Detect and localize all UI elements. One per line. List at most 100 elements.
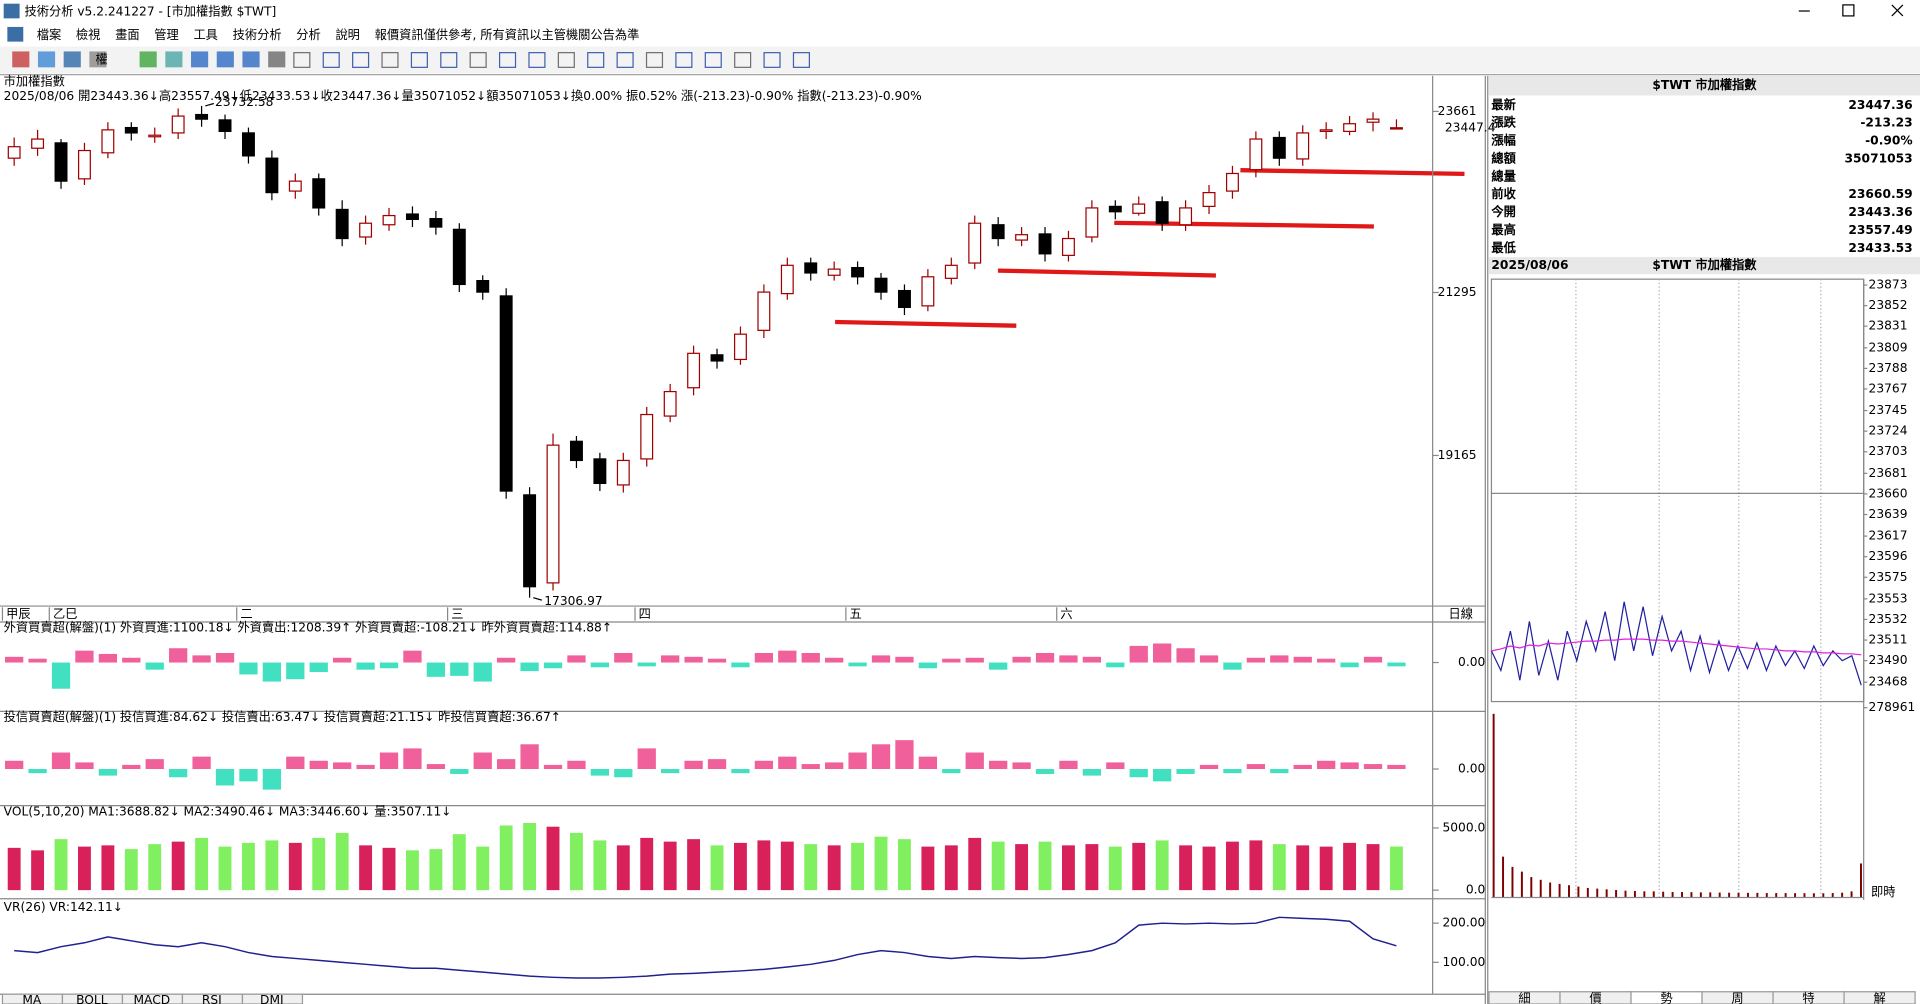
menu-item[interactable]: 管理: [154, 27, 178, 42]
bar: [51, 752, 71, 770]
disclaimer: 報價資訊僅供參考, 所有資訊以主管機關公告為準: [375, 27, 640, 42]
menu-item[interactable]: 分析: [296, 28, 320, 42]
toolbar-button[interactable]: [528, 52, 546, 68]
high-label: 23732.58: [215, 95, 273, 109]
toolbar-button[interactable]: [587, 52, 605, 68]
candle-body: [1085, 207, 1099, 238]
menu-item[interactable]: 檢視: [76, 27, 100, 42]
bar: [145, 662, 164, 670]
toolbar-button[interactable]: [763, 52, 781, 68]
candle-body: [687, 352, 701, 389]
candle-body: [288, 180, 302, 192]
toolbar-button[interactable]: [12, 51, 30, 68]
toolbar-button[interactable]: [191, 51, 209, 68]
legend-entry: VR:142.11↓: [49, 900, 123, 914]
volume-bar: [710, 845, 724, 891]
bar: [1293, 656, 1312, 663]
menu-item[interactable]: 說明: [335, 27, 359, 42]
quote-label: 總額: [1491, 150, 1516, 165]
drawn-trend-line[interactable]: [835, 168, 1465, 328]
toolbar-button[interactable]: [89, 51, 107, 68]
toolbar-button[interactable]: [498, 52, 517, 68]
restore-button[interactable]: [1842, 4, 1855, 17]
y-tick-label: 23532: [1869, 612, 1908, 626]
candle-body: [1249, 138, 1263, 171]
vr-line: [14, 916, 1397, 979]
toolbar-button[interactable]: [616, 52, 634, 68]
toolbar-button[interactable]: [381, 52, 399, 68]
indicator-tab[interactable]: [241, 993, 304, 1004]
candle-body: [7, 146, 21, 159]
quote-label: 漲跌: [1491, 115, 1516, 130]
close-button[interactable]: [1891, 4, 1904, 17]
toolbar-button[interactable]: [557, 52, 575, 68]
candle-body: [148, 134, 162, 138]
bar: [1246, 764, 1266, 770]
bar: [1223, 662, 1242, 670]
bar: [28, 769, 47, 774]
volume-bar: [124, 849, 138, 891]
bar: [1106, 762, 1125, 770]
bar: [497, 657, 516, 663]
intraday-volume-bar: [1568, 885, 1570, 898]
bar: [426, 662, 446, 677]
bar: [1223, 769, 1242, 774]
toolbar-button[interactable]: [352, 52, 370, 68]
bar: [1270, 655, 1289, 663]
toolbar-button[interactable]: [216, 51, 234, 68]
bar: [1317, 658, 1336, 663]
quote-label: 總量: [1491, 168, 1515, 183]
menu-item[interactable]: 技術分析: [233, 28, 282, 42]
legend-entry: 昨投信買賣超:36.67↑: [438, 709, 561, 724]
toolbar-button[interactable]: [469, 52, 487, 68]
y-tick-label: 19165: [1438, 448, 1477, 462]
volume-bar: [1155, 840, 1169, 891]
toolbar-button[interactable]: [322, 52, 340, 68]
annotation-leader: [533, 597, 543, 601]
candle-body: [663, 390, 677, 417]
volume-bar: [570, 832, 583, 891]
toolbar-button[interactable]: [410, 52, 428, 68]
candle-body: [1015, 234, 1029, 241]
menu-item[interactable]: 工具: [193, 28, 217, 42]
volume-bar: [874, 836, 888, 891]
toolbar-button[interactable]: [440, 52, 458, 68]
bar: [661, 655, 680, 663]
bar: [1153, 643, 1172, 663]
toolbar-button[interactable]: [293, 52, 311, 68]
intraday-volume-bar: [1615, 889, 1618, 898]
toolbar-button[interactable]: [734, 52, 752, 68]
toolbar-button[interactable]: [792, 52, 810, 68]
bar: [356, 662, 375, 670]
bar: [1059, 760, 1078, 770]
toolbar-button[interactable]: [63, 51, 81, 68]
intraday-volume-bar: [1492, 713, 1495, 898]
candle-body: [874, 277, 888, 293]
toolbar-button[interactable]: [37, 51, 56, 68]
candle-body: [897, 289, 911, 309]
bar: [333, 762, 352, 770]
volume-bar: [687, 839, 701, 891]
toolbar-button[interactable]: [675, 52, 693, 68]
intraday-line: [1491, 638, 1862, 656]
toolbar-button[interactable]: [139, 51, 157, 68]
toolbar-button[interactable]: [704, 52, 722, 68]
volume-bar: [382, 847, 396, 891]
x-tick-label: 四: [639, 607, 651, 621]
intraday-volume-bar: [1841, 892, 1844, 898]
view-tab[interactable]: [1843, 991, 1916, 1004]
toolbar-button[interactable]: [242, 51, 260, 68]
menu-item[interactable]: 檔案: [37, 27, 61, 42]
toolbar-button[interactable]: [165, 51, 183, 68]
quote-value: 23660.59: [1848, 187, 1912, 201]
toolbar-button[interactable]: [268, 51, 286, 68]
bar: [637, 748, 656, 770]
toolbar-button[interactable]: [645, 52, 664, 68]
candle-body: [101, 129, 115, 154]
volume-bar: [1038, 841, 1052, 891]
menu-item[interactable]: 畫面: [115, 27, 139, 42]
volume-bar: [7, 847, 21, 891]
intraday-volume-bar: [1520, 871, 1523, 898]
bar: [754, 760, 774, 770]
